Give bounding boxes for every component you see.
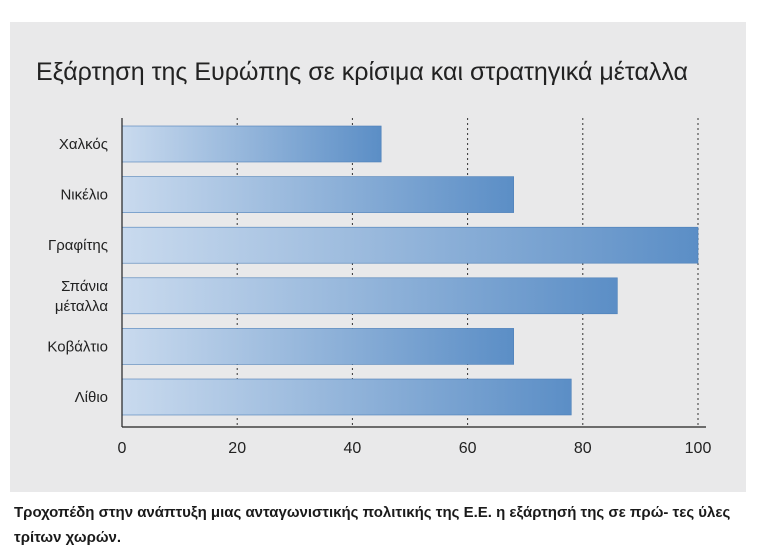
category-label: Λίθιο (75, 389, 108, 406)
category-labels: Χαλκός Νικέλιο Γραφίτης Σπάνια μέταλλα Κοβάλτ… (47, 136, 108, 406)
chart-caption: Τροχοπέδη στην ανάπτυξη μιας ανταγωνιστι… (14, 504, 731, 546)
category-label: Νικέλιο (60, 187, 108, 204)
bar (121, 226, 699, 264)
x-tick-label: 80 (574, 440, 592, 457)
category-label: Σπάνια (61, 278, 108, 295)
chart-title: Εξάρτηση της Ευρώπης σε κρίσιμα και στρα… (36, 58, 688, 86)
x-axis: 0 20 40 60 80 100 (118, 118, 712, 457)
bar (121, 328, 514, 365)
bar (121, 176, 514, 213)
x-tick-label: 60 (459, 440, 477, 457)
bar (121, 378, 572, 416)
x-tick-label: 20 (228, 440, 246, 457)
x-tick-label: 40 (344, 440, 362, 457)
bar (121, 277, 618, 315)
bar-chart: 0 20 40 60 80 100 Χαλκός Νικέλιο Γραφίτης Σπάνια… (47, 118, 712, 457)
x-tick-label: 100 (685, 440, 712, 457)
category-label: Χαλκός (59, 136, 108, 153)
category-label: Κοβάλτιο (47, 338, 108, 355)
category-label: μέταλλα (55, 298, 108, 315)
bar (121, 125, 382, 163)
bars (121, 125, 699, 416)
category-label: Γραφίτης (48, 237, 108, 254)
x-tick-label: 0 (118, 440, 127, 457)
grid-lines (236, 118, 699, 427)
